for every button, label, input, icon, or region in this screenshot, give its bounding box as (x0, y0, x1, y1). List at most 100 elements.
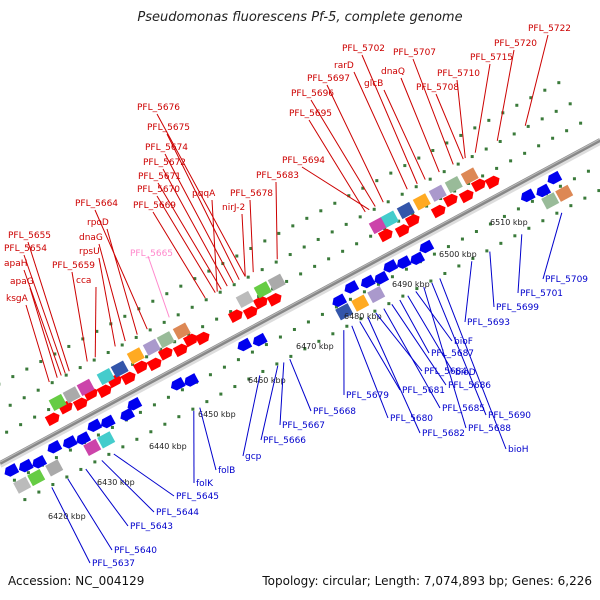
reverse-gene-shape (520, 188, 536, 203)
track-dot (92, 358, 96, 362)
track-dot (121, 445, 125, 449)
track-dot (165, 292, 169, 296)
track-dot (229, 310, 233, 314)
kbp-scale-label: 6510 kbp (490, 218, 528, 227)
reverse-gene-arrow (374, 270, 390, 285)
track-dot (389, 171, 393, 175)
feature-block (444, 176, 463, 194)
forward-gene-arrow (96, 384, 112, 399)
track-dot (23, 498, 27, 502)
forward-gene-shape (172, 343, 188, 358)
track-dot (527, 226, 531, 230)
track-dot (417, 156, 421, 160)
reverse-gene-shape (18, 458, 34, 473)
forward-leader-line (156, 113, 246, 277)
track-dot (305, 216, 309, 220)
reverse-gene-arrow (237, 337, 253, 352)
forward-gene-shape (157, 347, 173, 361)
reverse-gene-label: PFL_5687 (431, 349, 474, 359)
feature-block (367, 285, 386, 304)
track-dot (516, 207, 520, 211)
forward-leader-line (496, 49, 515, 141)
reverse-gene-shape (170, 376, 186, 391)
reverse-gene-arrow (32, 454, 48, 469)
forward-leader-line (164, 153, 234, 284)
reverse-gene-arrow (536, 183, 552, 198)
feature-block-rect (267, 273, 286, 291)
track-dot (557, 81, 561, 85)
forward-gene-label: PFL_5659 (52, 261, 95, 271)
track-dot (543, 88, 547, 92)
track-dot (375, 179, 379, 183)
forward-gene-arrow (458, 189, 474, 204)
track-dot (219, 392, 223, 396)
genome-summary-text: Topology: circular; Length: 7,074,893 bp… (262, 574, 592, 588)
forward-gene-shape (394, 224, 410, 238)
track-dot (218, 290, 222, 294)
track-dot (572, 177, 576, 181)
forward-leader-line (211, 199, 218, 292)
track-dot (387, 302, 391, 306)
track-dot (278, 335, 282, 339)
track-dot (404, 267, 408, 271)
track-dot (473, 126, 477, 130)
track-dot (232, 283, 236, 287)
forward-gene-shape (377, 228, 393, 243)
reverse-gene-label: PFL_5693 (467, 318, 510, 328)
track-dot (177, 415, 181, 419)
forward-gene-label: rarD (334, 61, 354, 71)
reverse-gene-label: PFL_5681 (402, 386, 445, 396)
forward-leader-line (383, 89, 426, 180)
forward-gene-shape (132, 360, 148, 375)
forward-leader-line (166, 133, 240, 280)
track-dot (411, 212, 415, 216)
feature-block (96, 367, 115, 386)
reverse-gene-shape (332, 293, 348, 308)
track-dot (22, 396, 26, 400)
forward-gene-arrow (442, 193, 458, 208)
reverse-gene-shape (32, 454, 48, 469)
forward-gene-shape (470, 178, 486, 193)
track-dot (277, 231, 281, 235)
track-dot (8, 403, 12, 407)
forward-leader-line (326, 84, 384, 203)
forward-leader-line (25, 304, 50, 383)
track-dot (64, 373, 68, 377)
track-dot (47, 408, 51, 412)
track-dot (39, 360, 43, 364)
reverse-leader-line (517, 234, 523, 294)
reverse-gene-shape (536, 183, 552, 198)
track-dot (401, 294, 405, 298)
forward-gene-label: PFL_5722 (528, 24, 571, 34)
forward-gene-label: PFL_5696 (291, 89, 334, 99)
track-dot (151, 299, 155, 303)
forward-gene-arrow (194, 331, 210, 346)
feature-block (156, 331, 175, 349)
feature-block-rect (156, 331, 175, 349)
page-title: Pseudomonas fluorescens Pf-5, complete g… (137, 10, 463, 25)
reverse-leader-line (242, 375, 261, 457)
forward-gene-arrow (132, 360, 148, 375)
track-dot (51, 483, 55, 487)
track-dot (529, 96, 533, 100)
track-dot (474, 230, 478, 234)
track-dot (166, 395, 170, 399)
reverse-leader-line (260, 365, 279, 441)
accession-text: Accession: NC_004129 (8, 574, 145, 588)
forward-leader-line (524, 34, 549, 126)
forward-leader-line (29, 287, 58, 378)
reverse-gene-arrow (344, 280, 360, 294)
reverse-gene-shape (127, 396, 143, 411)
forward-gene-label: nirJ-2 (222, 203, 245, 213)
forward-gene-shape (266, 293, 282, 307)
forward-gene-shape (442, 193, 458, 208)
forward-gene-label: PFL_5669 (133, 201, 176, 211)
forward-gene-label: dnaQ (381, 67, 405, 77)
track-dot (415, 287, 419, 291)
forward-gene-label: PFL_5674 (145, 143, 188, 153)
track-dot (120, 343, 124, 347)
reverse-leader-line (391, 304, 447, 386)
track-dot (176, 313, 180, 317)
genome-backbone (0, 138, 600, 465)
